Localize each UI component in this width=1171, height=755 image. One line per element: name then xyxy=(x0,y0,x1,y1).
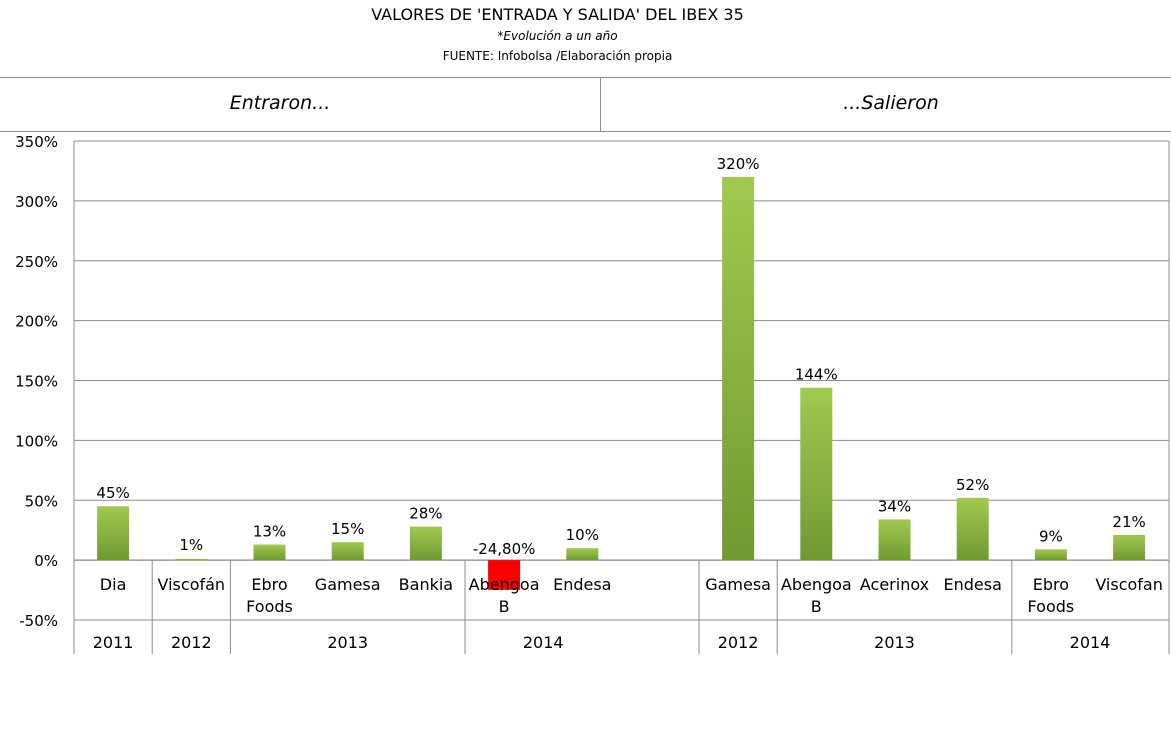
y-tick-label: 350% xyxy=(15,133,58,151)
category-label: Endesa xyxy=(944,575,1002,594)
data-label: 21% xyxy=(1112,513,1145,531)
category-label: Viscofan xyxy=(1095,575,1163,594)
bar-dia xyxy=(97,506,130,561)
y-tick-label: 0% xyxy=(34,552,58,570)
category-label: Bankia xyxy=(399,575,453,594)
category-label: Abengoa xyxy=(781,575,852,594)
category-label: Gamesa xyxy=(315,575,381,594)
section-label-entraron: Entraron... xyxy=(229,92,331,114)
chart-subtitle: *Evolución a un año xyxy=(497,29,618,43)
year-label: 2014 xyxy=(523,633,564,652)
category-label: Acerinox xyxy=(860,575,929,594)
data-label: 1% xyxy=(179,536,203,554)
year-label: 2012 xyxy=(171,633,212,652)
chart-header: VALORES DE 'ENTRADA Y SALIDA' DEL IBEX 3… xyxy=(0,0,1171,78)
category-label: Viscofán xyxy=(158,575,226,594)
data-label: 320% xyxy=(717,155,760,173)
section-label-salieron: ...Salieron xyxy=(843,92,939,114)
y-tick-label: 200% xyxy=(15,313,58,331)
category-label: Dia xyxy=(100,575,127,594)
category-label: Endesa xyxy=(553,575,611,594)
data-label: 10% xyxy=(566,526,599,544)
bar-ebro-foods xyxy=(1034,549,1067,561)
category-label: Foods xyxy=(246,597,293,616)
data-label: 52% xyxy=(956,476,989,494)
bar-acerinox xyxy=(878,519,911,561)
category-label: B xyxy=(499,597,510,616)
bar-abengoa-b xyxy=(800,387,833,561)
data-label: 9% xyxy=(1039,527,1063,545)
bar-gamesa xyxy=(331,542,364,561)
bar-endesa xyxy=(566,548,599,561)
bar-viscofan xyxy=(1113,534,1146,561)
data-label: -24,80% xyxy=(473,540,536,558)
chart-title: VALORES DE 'ENTRADA Y SALIDA' DEL IBEX 3… xyxy=(371,5,744,24)
bar-ebro-foods xyxy=(253,544,286,561)
bar-gamesa xyxy=(722,176,755,561)
data-label: 34% xyxy=(878,497,911,515)
bar-chart: 45% Dia 1% Viscofán 13% Ebro Foods 15% Gamesa 28%… xyxy=(15,133,1170,654)
bar-bankia xyxy=(409,526,442,561)
data-label: 15% xyxy=(331,520,364,538)
section-divider xyxy=(600,78,601,131)
bar-abengoa-b xyxy=(488,560,521,590)
y-tick-label: 50% xyxy=(25,492,58,510)
section-header-row: Entraron... ...Salieron xyxy=(0,77,1171,132)
category-label: Abengoa xyxy=(469,575,540,594)
category-label: Gamesa xyxy=(705,575,771,594)
y-tick-label: -50% xyxy=(19,612,58,630)
data-label: 13% xyxy=(253,523,286,541)
y-tick-label: 150% xyxy=(15,373,58,391)
category-label: Foods xyxy=(1028,597,1075,616)
y-tick-label: 100% xyxy=(15,432,58,450)
year-label: 2014 xyxy=(1070,633,1111,652)
category-label: Ebro xyxy=(1033,575,1069,594)
year-label: 2013 xyxy=(327,633,368,652)
category-label: Ebro xyxy=(251,575,287,594)
category-label: B xyxy=(811,597,822,616)
bar-endesa xyxy=(956,497,989,561)
y-tick-label: 250% xyxy=(15,253,58,271)
data-label: 28% xyxy=(409,505,442,523)
data-label: 144% xyxy=(795,366,838,384)
data-label: 45% xyxy=(96,484,129,502)
chart-source: FUENTE: Infobolsa /Elaboración propia xyxy=(442,49,673,63)
bar-viscofn xyxy=(175,558,208,561)
year-label: 2011 xyxy=(93,633,134,652)
year-label: 2012 xyxy=(718,633,759,652)
y-tick-label: 300% xyxy=(15,193,58,211)
year-label: 2013 xyxy=(874,633,915,652)
